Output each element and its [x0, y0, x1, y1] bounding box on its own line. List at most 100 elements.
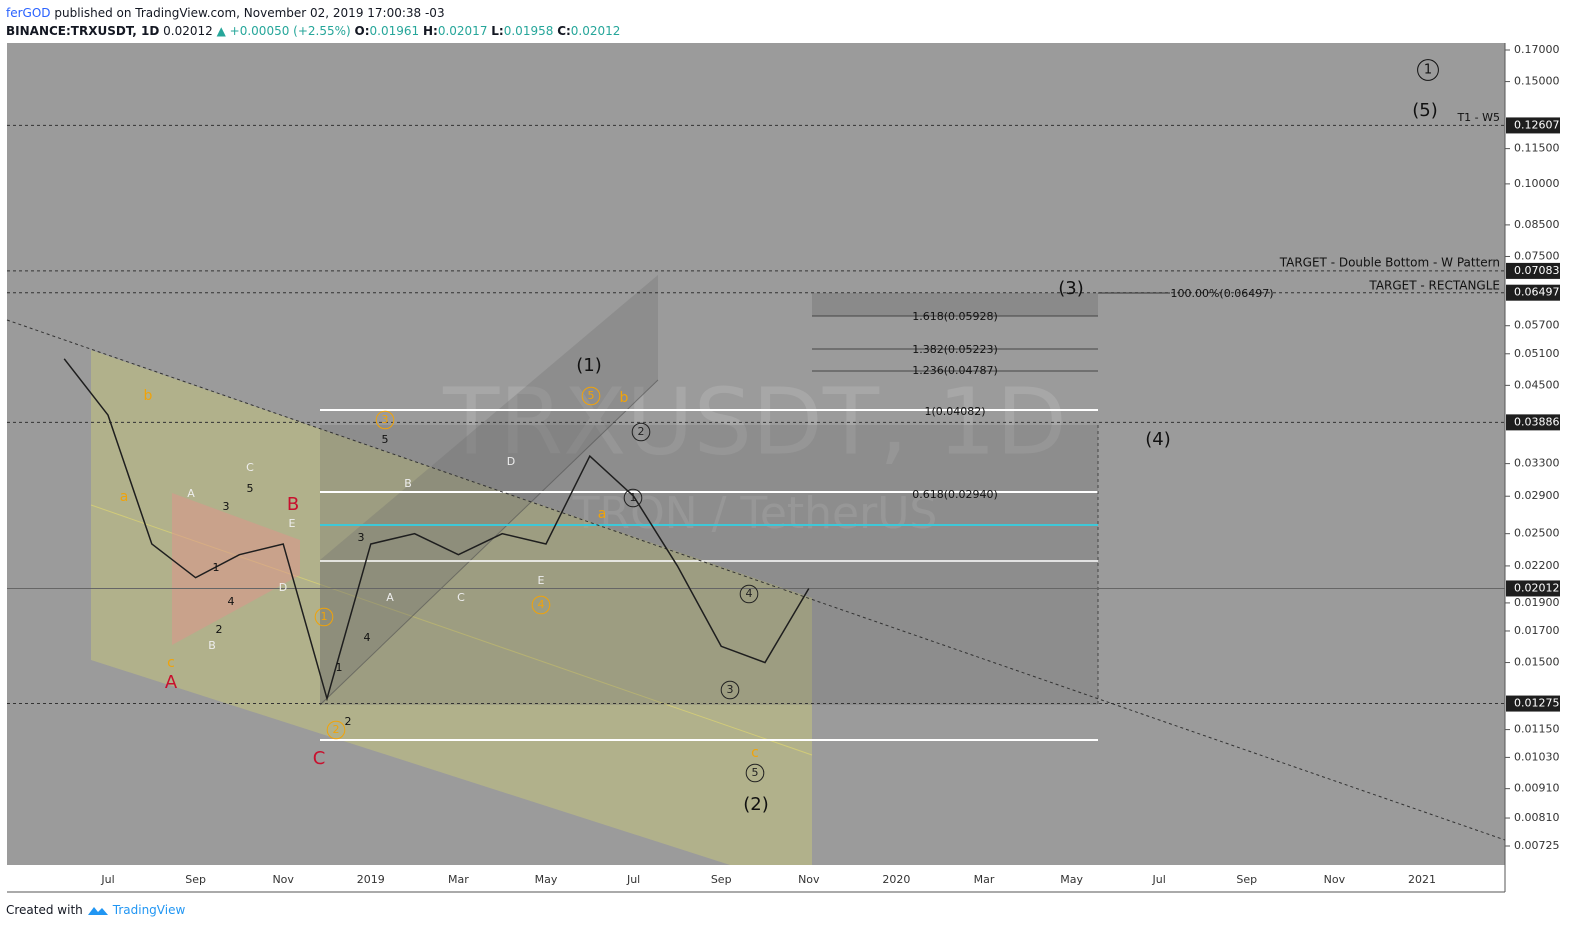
- y-tick-label: 0.01030: [1514, 750, 1560, 763]
- y-tick-label: 0.10000: [1514, 177, 1560, 190]
- annotation: 100.00%(0.06497): [1170, 287, 1273, 300]
- annotation: a: [120, 489, 129, 505]
- annotation: 2: [345, 715, 352, 728]
- annotation: B: [287, 494, 299, 515]
- price-line: [63, 358, 810, 702]
- annotation-circle: [581, 386, 601, 406]
- annotation: 4: [228, 595, 235, 608]
- annotation-circle: [314, 607, 334, 627]
- level-label: 0.01275: [1514, 697, 1560, 710]
- ohlc-key: L:: [491, 24, 504, 38]
- annotation: (3): [1058, 278, 1084, 299]
- y-tick-label: 0.15000: [1514, 75, 1560, 88]
- annotation: 3: [382, 413, 389, 426]
- time-axis-bg: [7, 865, 1505, 892]
- ohlc-value: 0.01961: [369, 24, 420, 38]
- annotation: C: [246, 461, 254, 474]
- x-tick-label: Nov: [798, 873, 820, 886]
- annotation: 5: [247, 482, 254, 495]
- ohlc-key: O:: [354, 24, 370, 38]
- change: ▲ +0.00050 (+2.55%): [216, 24, 351, 38]
- annotation: c: [167, 655, 175, 671]
- x-tick-label: Sep: [711, 873, 732, 886]
- footer: Created with TradingView: [6, 903, 185, 917]
- brand[interactable]: TradingView: [112, 903, 186, 917]
- annotation: B: [208, 639, 216, 652]
- annotation: B: [404, 477, 412, 490]
- y-tick-label: 0.05700: [1514, 319, 1560, 332]
- annotation: 3: [223, 500, 230, 513]
- author[interactable]: ferGOD: [6, 6, 51, 20]
- annotation: a: [598, 506, 607, 522]
- watermark-subtitle: TRON / TetherUS: [572, 488, 938, 539]
- annotation: 1: [321, 610, 328, 623]
- level-label: 0.03886: [1514, 415, 1560, 428]
- last-price-label: 0.02012: [1514, 581, 1560, 594]
- annotation: 4: [746, 587, 753, 600]
- header: ferGOD published on TradingView.com, Nov…: [6, 4, 620, 40]
- annotation: 1(0.04082): [924, 405, 985, 418]
- annotation: 4: [538, 598, 545, 611]
- annotation: C: [313, 748, 326, 769]
- ohlc-value: 0.02012: [570, 24, 621, 38]
- annotation: D: [507, 455, 515, 468]
- annotation: 1: [1424, 63, 1432, 78]
- annotation: 5: [588, 389, 595, 402]
- annotation: A: [187, 487, 195, 500]
- y-tick-label: 0.17000: [1514, 43, 1560, 56]
- created: Created with: [6, 903, 83, 917]
- last-price-bg: [1506, 580, 1560, 597]
- y-tick-label: 0.01900: [1514, 596, 1560, 609]
- annotation: C: [457, 591, 465, 604]
- annotation: 4: [364, 631, 371, 644]
- annotation-circle: [531, 595, 551, 615]
- price-axis-bg: [1505, 43, 1588, 892]
- annotation: (1): [576, 355, 602, 376]
- annotation: 1.382(0.05223): [912, 343, 998, 356]
- y-tick-label: 0.11500: [1514, 142, 1560, 155]
- annotation-circle: [720, 680, 740, 700]
- annotation: 2: [216, 623, 223, 636]
- annotation: 1: [336, 661, 343, 674]
- last: 0.02012: [163, 24, 213, 38]
- level-label-bg: [1506, 262, 1560, 279]
- x-tick-label: May: [535, 873, 558, 886]
- y-tick-label: 0.01700: [1514, 624, 1560, 637]
- annotation: 3: [727, 683, 734, 696]
- trend-line: [6, 319, 1506, 841]
- annotation: 1.236(0.04787): [912, 364, 998, 377]
- annotation: (4): [1145, 429, 1171, 450]
- annotation: TARGET - Double Bottom - W Pattern: [1279, 256, 1500, 270]
- annotation-circle: [745, 763, 765, 783]
- x-tick-label: Nov: [1324, 873, 1346, 886]
- x-tick-label: 2019: [357, 873, 385, 886]
- annotation-circle: [1417, 59, 1439, 81]
- y-tick-label: 0.00810: [1514, 811, 1560, 824]
- plot-bg: [7, 43, 1505, 865]
- ohlc-value: 0.01958: [503, 24, 554, 38]
- y-tick-label: 0.04500: [1514, 378, 1560, 391]
- annotation: D: [279, 581, 287, 594]
- y-tick-label: 0.00910: [1514, 782, 1560, 795]
- annotation: b: [620, 390, 629, 406]
- x-tick-label: 2020: [882, 873, 910, 886]
- annotation-circle: [375, 410, 395, 430]
- x-tick-label: Sep: [1236, 873, 1257, 886]
- ohlc-key: C:: [557, 24, 571, 38]
- rectangle: [320, 425, 1098, 705]
- x-tick-label: Jul: [626, 873, 640, 886]
- level-label-bg: [1506, 414, 1560, 431]
- annotation: 5: [382, 433, 389, 446]
- level-label-bg: [1506, 117, 1560, 134]
- level-label: 0.07083: [1514, 264, 1560, 277]
- published: published on TradingView.com, November 0…: [54, 6, 445, 20]
- annotation: 1: [630, 491, 637, 504]
- annotation: 2: [638, 425, 645, 438]
- x-tick-label: Nov: [272, 873, 294, 886]
- channel: [91, 350, 812, 865]
- level-label-bg: [1506, 284, 1560, 301]
- annotation: 1.618(0.05928): [912, 310, 998, 323]
- annotation: TARGET - RECTANGLE: [1368, 279, 1500, 293]
- channel-line: [319, 379, 659, 706]
- level-label-bg: [1506, 695, 1560, 712]
